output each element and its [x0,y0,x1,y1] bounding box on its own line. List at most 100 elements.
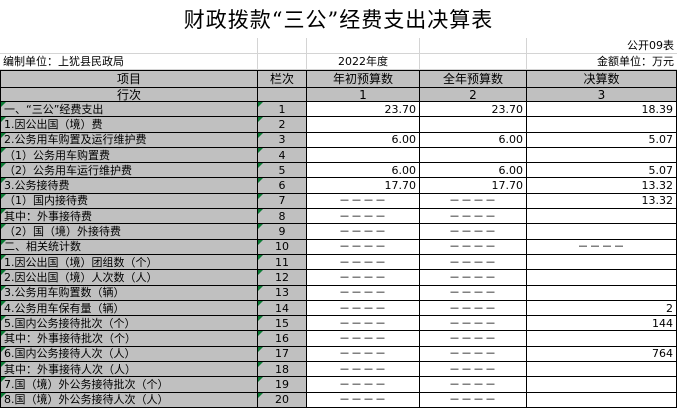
cell-col1[interactable]: －－－－ [307,362,420,378]
row-number: 9 [258,224,307,240]
cell-col1[interactable]: －－－－ [307,316,420,332]
cell-col1[interactable]: －－－－ [307,209,420,225]
table-row[interactable]: 其中：外事接待批次（个） 16 －－－－ －－－－ [0,331,677,347]
error-triangle-icon [1,270,6,276]
table-row[interactable]: 4.公务用车保有量（辆） 14 －－－－ －－－－ 2 [0,300,677,317]
error-triangle-icon [1,346,6,352]
cell-col3[interactable] [527,147,677,164]
cell-col2[interactable]: －－－－ [420,254,527,271]
cell-col2[interactable]: －－－－ [420,331,527,347]
cell-col1[interactable]: －－－－ [307,193,420,210]
cell-col3[interactable]: 2 [527,300,677,317]
table-row[interactable]: 5.国内公务接待批次（个） 15 －－－－ －－－－ 144 [0,316,677,332]
cell-col2[interactable]: －－－－ [420,316,527,332]
table-row[interactable]: 二、相关统计数 10 －－－－ －－－－ －－－－ [0,239,677,255]
cell-col1[interactable]: －－－－ [307,377,420,393]
table-row[interactable]: 2.因公出国（境）人次数（人） 12 －－－－ －－－－ [0,270,677,286]
cell-col3[interactable] [527,254,677,271]
table-row[interactable]: 3.公务用车购置数（辆） 13 －－－－ －－－－ [0,285,677,301]
cell-col1[interactable]: －－－－ [307,285,420,301]
cell-col2[interactable]: －－－－ [420,270,527,286]
subheader-col2: 2 [420,88,527,102]
meta-blank-cell [307,38,420,54]
cell-col3[interactable] [527,117,677,133]
cell-col1[interactable]: －－－－ [307,224,420,240]
meta-row-form-number: 公开09表 [0,38,677,54]
error-triangle-icon [258,239,263,245]
cell-col1[interactable]: －－－－ [307,254,420,271]
cell-col1[interactable]: －－－－ [307,392,420,408]
error-triangle-icon [1,285,6,291]
cell-col1[interactable]: －－－－ [307,331,420,347]
table-row[interactable]: 7.国（境）外公务接待批次（个） 19 －－－－ －－－－ [0,377,677,393]
cell-col3[interactable] [527,331,677,347]
cell-col3[interactable] [527,362,677,378]
cell-col3[interactable]: －－－－ [527,239,677,255]
cell-col1[interactable]: 6.00 [307,163,420,179]
cell-col3[interactable] [527,392,677,408]
cell-col3[interactable]: 18.39 [527,102,677,118]
table-row[interactable]: 1.因公出国（境）费 2 [0,117,677,133]
cell-col1[interactable]: －－－－ [307,346,420,363]
meta-row-unit-year: 编制单位：上犹县民政局 2022年度 金额单位：万元 [0,54,677,70]
table-row[interactable]: 8.国（境）外公务接待人次（人） 20 －－－－ －－－－ [0,392,677,408]
cell-col2[interactable]: －－－－ [420,346,527,363]
subheader-row-no: 行次 [0,88,258,102]
cell-col2[interactable] [420,117,527,133]
cell-col2[interactable]: －－－－ [420,239,527,255]
cell-col2[interactable]: 6.00 [420,163,527,179]
table-body: 一、“三公”经费支出 1 23.70 23.70 18.39 1.因公出国（境）费 2 2.公… [0,102,677,408]
table-row[interactable]: （1）公务用车购置费 4 [0,147,677,164]
cell-col2[interactable]: 6.00 [420,132,527,148]
cell-col2[interactable]: －－－－ [420,193,527,210]
row-label: （2）公务用车运行维护费 [0,163,258,179]
cell-col3[interactable] [527,270,677,286]
cell-col2[interactable]: －－－－ [420,362,527,378]
cell-col1[interactable]: －－－－ [307,270,420,286]
cell-col2[interactable]: 23.70 [420,102,527,118]
cell-col1[interactable] [307,117,420,133]
row-number: 12 [258,270,307,286]
cell-col3[interactable] [527,285,677,301]
cell-col2[interactable]: －－－－ [420,209,527,225]
cell-col1[interactable]: 23.70 [307,102,420,118]
table-row[interactable]: 3.公务接待费 6 17.70 17.70 13.32 [0,178,677,194]
table-row[interactable]: （1）国内接待费 7 －－－－ －－－－ 13.32 [0,193,677,210]
cell-col3[interactable]: 13.32 [527,178,677,194]
cell-col2[interactable] [420,147,527,164]
cell-col1[interactable]: －－－－ [307,239,420,255]
error-triangle-icon [1,392,6,398]
table-row[interactable]: 其中：外事接待费 8 －－－－ －－－－ [0,209,677,225]
table-row[interactable]: 2.公务用车购置及运行维护费 3 6.00 6.00 5.07 [0,132,677,148]
error-triangle-icon [1,239,6,245]
table-row[interactable]: 1.因公出国（境）团组数（个） 11 －－－－ －－－－ [0,254,677,271]
cell-col2[interactable]: －－－－ [420,392,527,408]
cell-col3[interactable]: 144 [527,316,677,332]
cell-col2[interactable]: 17.70 [420,178,527,194]
cell-col3[interactable]: 764 [527,346,677,363]
table-row[interactable]: 6.国内公务接待人次（人） 17 －－－－ －－－－ 764 [0,346,677,363]
cell-col2[interactable]: －－－－ [420,224,527,240]
table-row[interactable]: 其中：外事接待人次（人） 18 －－－－ －－－－ [0,362,677,378]
meta-blank-cell [420,38,527,54]
cell-col3[interactable]: 5.07 [527,163,677,179]
row-label: 5.国内公务接待批次（个） [0,316,258,332]
cell-col3[interactable] [527,377,677,393]
row-number: 6 [258,178,307,194]
cell-col3[interactable]: 13.32 [527,193,677,210]
row-number: 11 [258,254,307,271]
cell-col1[interactable]: 6.00 [307,132,420,148]
error-triangle-icon [1,102,6,107]
cell-col2[interactable]: －－－－ [420,285,527,301]
cell-col3[interactable] [527,209,677,225]
cell-col1[interactable]: －－－－ [307,300,420,317]
table-row[interactable]: （2）国（境）外接待费 9 －－－－ －－－－ [0,224,677,240]
cell-col1[interactable] [307,147,420,164]
cell-col2[interactable]: －－－－ [420,377,527,393]
table-row[interactable]: （2）公务用车运行维护费 5 6.00 6.00 5.07 [0,163,677,179]
table-row[interactable]: 一、“三公”经费支出 1 23.70 23.70 18.39 [0,102,677,118]
cell-col1[interactable]: 17.70 [307,178,420,194]
cell-col3[interactable]: 5.07 [527,132,677,148]
cell-col2[interactable]: －－－－ [420,300,527,317]
cell-col3[interactable] [527,224,677,240]
